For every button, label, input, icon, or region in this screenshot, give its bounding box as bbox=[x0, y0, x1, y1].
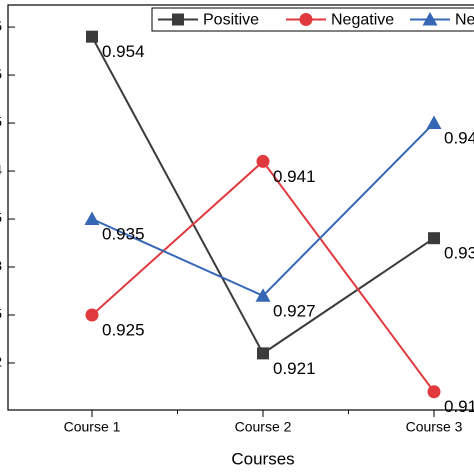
marker bbox=[299, 13, 313, 26]
plot-frame bbox=[7, 4, 474, 411]
marker bbox=[422, 12, 438, 26]
marker bbox=[256, 154, 270, 168]
data-label: 0.935 bbox=[102, 225, 145, 244]
y-tick-label: 0.94 bbox=[0, 162, 2, 178]
y-tick-label: 0.92 bbox=[0, 354, 2, 370]
data-label: 0.925 bbox=[102, 320, 145, 339]
series-line bbox=[91, 36, 435, 355]
marker bbox=[255, 288, 271, 302]
legend-label: Negative bbox=[331, 12, 394, 29]
legend-label: Positive bbox=[203, 12, 259, 29]
marker bbox=[172, 13, 184, 26]
data-label: 0.921 bbox=[273, 359, 316, 378]
data-label: 0.927 bbox=[273, 301, 316, 320]
y-tick-label: 0.93 bbox=[0, 258, 2, 274]
marker bbox=[257, 347, 269, 360]
marker bbox=[84, 211, 100, 226]
x-tick-label: Course 2 bbox=[235, 419, 292, 435]
data-label: 0.933 bbox=[444, 244, 474, 263]
marker bbox=[86, 30, 98, 43]
legend-label: Neutral bbox=[455, 12, 474, 29]
data-label: 0.917 bbox=[444, 397, 474, 416]
data-label: 0.945 bbox=[444, 129, 474, 148]
marker bbox=[426, 115, 442, 130]
marker bbox=[428, 232, 440, 245]
x-tick-label: Course 3 bbox=[406, 419, 463, 435]
marker bbox=[85, 308, 99, 322]
data-label: 0.941 bbox=[273, 167, 316, 186]
y-tick-label: 0.945 bbox=[0, 114, 2, 130]
y-tick-label: 0.935 bbox=[0, 210, 2, 226]
y-tick-label: 0.955 bbox=[0, 18, 2, 34]
x-axis-title: Courses bbox=[231, 449, 294, 468]
data-label: 0.954 bbox=[102, 42, 145, 61]
y-tick-label: 0.925 bbox=[0, 306, 2, 322]
y-tick-label: 0.95 bbox=[0, 66, 2, 82]
marker bbox=[427, 385, 441, 399]
x-tick-label: Course 1 bbox=[64, 419, 121, 435]
